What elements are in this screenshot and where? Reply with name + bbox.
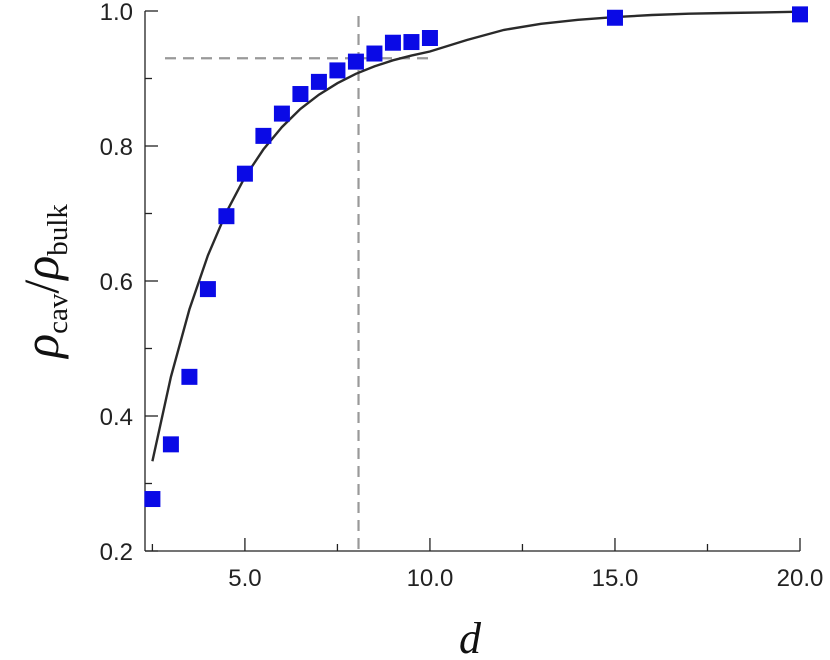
y-tick-label: 0.8 bbox=[100, 134, 133, 161]
x-tick-label: 5.0 bbox=[228, 565, 261, 592]
y-tick-label: 0.4 bbox=[100, 404, 133, 431]
y-tick-label: 0.6 bbox=[100, 269, 133, 296]
data-point bbox=[310, 73, 327, 90]
data-points bbox=[144, 6, 808, 508]
data-point bbox=[347, 53, 364, 70]
x-tick-label: 10.0 bbox=[407, 565, 454, 592]
data-point bbox=[329, 62, 346, 79]
y-axis-title-sub-cav: cav bbox=[42, 293, 74, 334]
data-point bbox=[792, 6, 808, 23]
y-axis-title: ρcav/ρbulk bbox=[13, 204, 74, 360]
x-axis-title: d bbox=[459, 614, 482, 660]
y-ticks: 0.2 0.4 0.6 0.8 1.0 bbox=[100, 0, 158, 566]
svg-text:ρcav/ρbulk: ρcav/ρbulk bbox=[13, 204, 74, 360]
data-point bbox=[236, 165, 253, 182]
data-point bbox=[162, 436, 179, 453]
data-point bbox=[255, 127, 272, 144]
data-point bbox=[384, 34, 401, 51]
data-point bbox=[199, 281, 216, 298]
data-point bbox=[403, 34, 420, 51]
data-point bbox=[366, 45, 383, 62]
y-tick-label: 0.2 bbox=[100, 539, 133, 566]
fit-curve bbox=[151, 10, 801, 462]
y-axis-title-rho: ρ bbox=[13, 334, 69, 360]
y-axis-title-slash: / bbox=[13, 280, 69, 294]
y-axis-title-rho-2: ρ bbox=[13, 256, 69, 282]
data-point bbox=[292, 86, 309, 103]
data-point bbox=[421, 30, 438, 46]
axes bbox=[144, 11, 800, 552]
data-point bbox=[218, 208, 235, 225]
data-point bbox=[273, 105, 290, 122]
x-ticks: 5.0 10.0 15.0 20.0 bbox=[151, 538, 824, 592]
y-axis-title-sub-bulk: bulk bbox=[42, 204, 74, 256]
reference-lines bbox=[165, 16, 430, 551]
x-tick-label: 20.0 bbox=[777, 565, 824, 592]
data-point bbox=[181, 368, 198, 385]
data-point bbox=[606, 9, 623, 26]
x-tick-label: 15.0 bbox=[592, 565, 639, 592]
y-tick-label: 1.0 bbox=[100, 0, 133, 26]
data-point bbox=[144, 491, 161, 508]
